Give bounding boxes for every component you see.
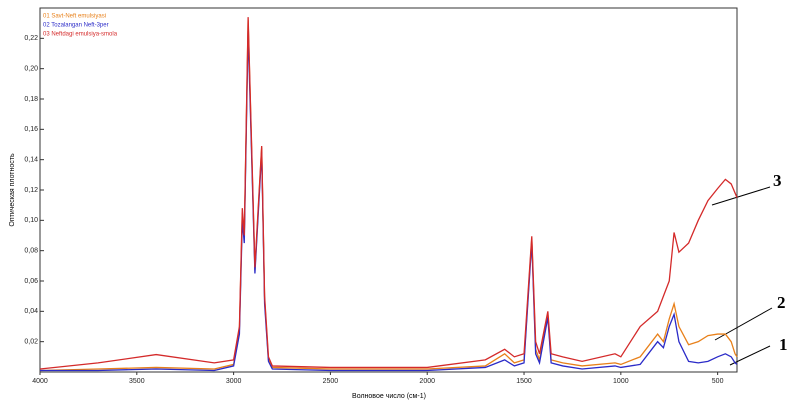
y-axis-label: Оптическая плотность [9,153,16,227]
x-tick-label: 500 [712,378,724,385]
x-axis-label: Волновое число (см-1) [352,393,426,400]
annotation: 1 [779,335,788,354]
y-tick-label: 0,10 [24,217,38,224]
y-tick-label: 0,08 [24,248,38,255]
x-tick-label: 2500 [323,378,339,385]
y-tick-label: 0,18 [24,96,38,103]
y-tick-label: 0,22 [24,35,38,42]
y-tick-label: 0,04 [24,308,38,315]
annotation-leader [711,186,771,206]
legend-label: 02 Tozalangan Neft-3per [43,23,109,29]
x-tick-label: 2000 [419,378,435,385]
legend-label: 01 Savt-Neft emulsiyasi [43,14,106,20]
x-tick-label: 3000 [226,378,242,385]
series-line [40,30,738,372]
x-tick-label: 4000 [32,378,48,385]
x-tick-label: 1500 [516,378,532,385]
legend-label: 03 Neftdagi emulsiya-smola [43,32,118,38]
y-tick-label: 0,12 [24,187,38,194]
y-tick-label: 0,16 [24,126,38,133]
y-tick-label: 0,02 [24,339,38,346]
y-tick-label: 0,06 [24,278,38,285]
y-tick-label: 0,20 [24,66,38,73]
series-line [39,17,738,370]
x-tick-label: 3500 [129,378,145,385]
annotation: 2 [777,293,786,312]
y-tick-label: 0,14 [24,157,38,164]
plot-frame [39,7,738,373]
annotation-leader [729,345,771,366]
annotation: 3 [773,171,782,190]
x-tick-label: 1000 [613,378,629,385]
